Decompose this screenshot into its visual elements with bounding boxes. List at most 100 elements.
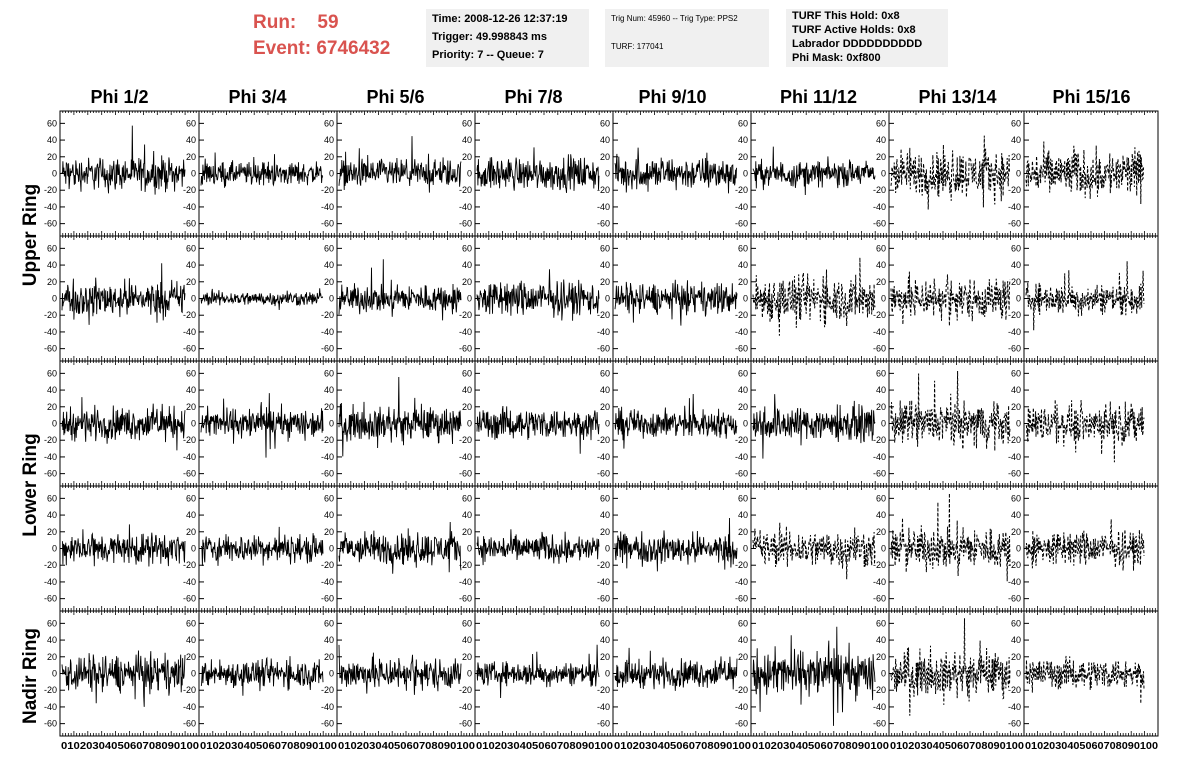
y-tick-label: 0: [881, 294, 886, 304]
y-tick-label: -60: [873, 344, 886, 354]
y-tick-label: -60: [459, 719, 472, 729]
x-axis-tick-labels: 0102030405060708090100: [614, 741, 751, 752]
y-tick-label: 20: [462, 527, 472, 537]
y-tick-label: 40: [600, 260, 610, 270]
y-tick-label: 20: [47, 277, 57, 287]
panel-r0-c0: 60 40 20 0 -20 -40 -60: [44, 110, 200, 237]
waveform-trace: [752, 522, 876, 580]
waveform-trace: [476, 644, 600, 699]
y-tick-label: 20: [462, 152, 472, 162]
y-tick-label: 40: [876, 260, 886, 270]
y-tick-label: -60: [321, 344, 334, 354]
panel-r1-c6: 60 40 20 0 -20 -40 -60: [873, 235, 1025, 362]
panel-r2-c4: 60 40 20 0 -20 -40 -60: [597, 360, 752, 487]
y-tick-label: 40: [47, 635, 57, 645]
waveform-trace: [890, 135, 1010, 210]
y-tick-label: -20: [183, 185, 196, 195]
panel-r0-c7: 60 40 20 0 -20 -40 -60: [1008, 110, 1159, 237]
y-tick-label: 20: [876, 402, 886, 412]
y-tick-label: 60: [738, 368, 748, 378]
y-tick-label: 20: [462, 277, 472, 287]
labrador-text: Labrador DDDDDDDDDD: [792, 38, 923, 50]
y-tick-label: -20: [1008, 435, 1021, 445]
y-tick-label: 60: [738, 618, 748, 628]
y-tick-label: -40: [44, 452, 57, 462]
y-tick-label: -40: [321, 452, 334, 462]
y-tick-label: -20: [735, 685, 748, 695]
y-tick-label: 60: [738, 243, 748, 253]
y-tick-label: 40: [600, 635, 610, 645]
turf-active-holds-text: TURF Active Holds: 0x8: [792, 24, 916, 36]
waveform-trace: [476, 269, 600, 321]
y-tick-label: -20: [459, 685, 472, 695]
y-tick-label: 40: [462, 385, 472, 395]
panel-r0-c5: 60 40 20 0 -20 -40 -60: [735, 110, 890, 237]
waveform-trace: [752, 257, 876, 336]
y-tick-label: 60: [324, 118, 334, 128]
y-tick-label: 40: [324, 385, 334, 395]
column-header-phi-3-4: Phi 3/4: [228, 87, 287, 107]
y-tick-label: -60: [44, 219, 57, 229]
y-tick-label: 60: [186, 618, 196, 628]
y-tick-label: 40: [876, 135, 886, 145]
y-tick-label: -40: [597, 327, 610, 337]
y-tick-label: -20: [321, 560, 334, 570]
y-tick-label: -60: [321, 469, 334, 479]
waveform-trace: [614, 517, 738, 572]
y-tick-label: -20: [44, 685, 57, 695]
y-tick-label: -40: [597, 202, 610, 212]
panel-r2-c7: 60 40 20 0 -20 -40 -60: [1008, 360, 1159, 487]
y-tick-label: 60: [738, 493, 748, 503]
waveform-trace: [752, 146, 876, 196]
y-tick-label: 60: [600, 368, 610, 378]
y-tick-label: 0: [52, 419, 57, 429]
trigger-info-box: Trig Num: 45960 -- Trig Type: PPS2 TURF:…: [605, 9, 769, 67]
y-tick-label: -40: [735, 327, 748, 337]
y-tick-label: 40: [462, 135, 472, 145]
y-tick-label: 20: [324, 277, 334, 287]
y-tick-label: -60: [597, 344, 610, 354]
y-tick-label: 40: [186, 510, 196, 520]
y-tick-label: -40: [597, 577, 610, 587]
panel-r1-c7: 60 40 20 0 -20 -40 -60: [1008, 235, 1159, 362]
y-tick-label: 40: [186, 135, 196, 145]
y-tick-label: 20: [738, 152, 748, 162]
waveform-trace: [61, 263, 186, 325]
y-tick-label: 40: [600, 385, 610, 395]
waveform-trace: [61, 650, 186, 707]
y-tick-label: 0: [191, 294, 196, 304]
y-tick-label: -20: [873, 310, 886, 320]
y-tick-label: 40: [462, 635, 472, 645]
y-tick-label: 0: [191, 669, 196, 679]
waveform-trace: [200, 288, 323, 311]
y-tick-label: 0: [467, 669, 472, 679]
y-tick-label: -60: [873, 219, 886, 229]
y-tick-label: 0: [467, 544, 472, 554]
y-tick-label: -40: [735, 577, 748, 587]
y-tick-label: -20: [459, 185, 472, 195]
y-tick-label: 60: [1011, 243, 1021, 253]
y-tick-label: 60: [47, 493, 57, 503]
y-tick-label: 0: [743, 669, 748, 679]
y-tick-label: 0: [605, 544, 610, 554]
y-tick-label: -20: [321, 185, 334, 195]
panel-r0-c3: 60 40 20 0 -20 -40 -60: [459, 110, 614, 237]
panel-r3-c5: 60 40 20 0 -20 -40 -60: [735, 485, 890, 612]
y-tick-label: 60: [186, 118, 196, 128]
panel-r0-c1: 60 40 20 0 -20 -40 -60: [183, 110, 338, 237]
y-tick-label: 60: [462, 618, 472, 628]
waveform-trace: [890, 618, 1011, 716]
y-tick-label: 0: [467, 294, 472, 304]
y-tick-label: -20: [183, 560, 196, 570]
y-tick-label: -60: [44, 719, 57, 729]
y-tick-label: 0: [1016, 169, 1021, 179]
y-tick-label: -40: [1008, 202, 1021, 212]
x-axis-tick-labels: 0102030405060708090100: [476, 741, 613, 752]
y-tick-label: 20: [738, 277, 748, 287]
y-tick-label: 60: [47, 118, 57, 128]
y-tick-label: 0: [467, 419, 472, 429]
panel-r1-c4: 60 40 20 0 -20 -40 -60: [597, 235, 752, 362]
y-tick-label: 0: [329, 294, 334, 304]
y-tick-label: -40: [44, 327, 57, 337]
waveform-trace: [890, 493, 1011, 582]
